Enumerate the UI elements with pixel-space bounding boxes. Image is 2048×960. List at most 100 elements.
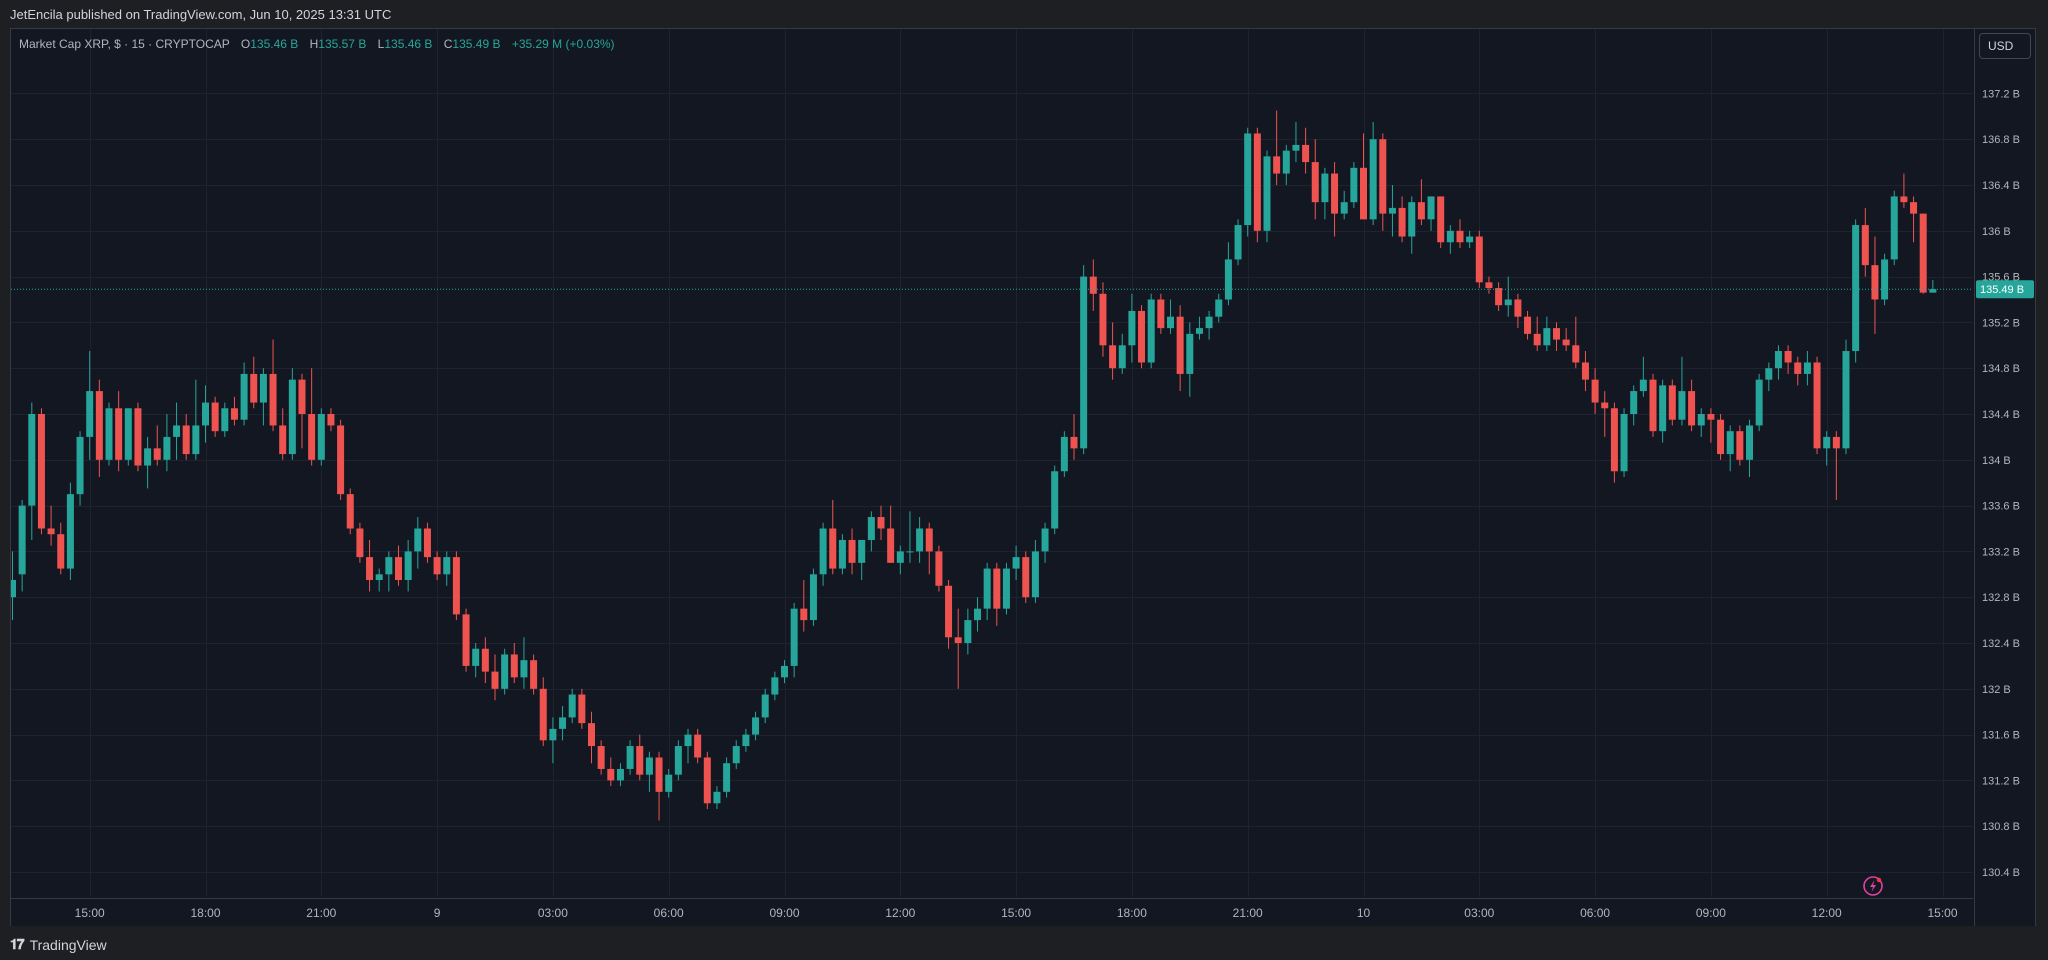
candle-body-down	[539, 688, 547, 741]
candle-body-up	[76, 436, 84, 495]
candle-body-down	[1302, 144, 1310, 163]
time-tick-label: 21:00	[306, 906, 336, 920]
price-tick-label: 131.6 B	[1982, 730, 2020, 742]
candle-body-down	[636, 746, 644, 775]
candle-body-down	[1649, 379, 1657, 432]
candle-body-down	[1871, 265, 1879, 300]
candle-body-down	[1794, 362, 1802, 374]
candle-body-up	[1543, 328, 1551, 346]
candle-body-down	[211, 402, 219, 432]
candle-body-down	[954, 637, 962, 643]
chart-frame[interactable]: Market Cap XRP, $ · 15 · CRYPTOCAP O135.…	[9, 28, 2036, 927]
candle-body-down	[1707, 414, 1715, 420]
candle-body-down	[1022, 557, 1030, 598]
candle-body-down	[829, 528, 837, 569]
time-tick-label: 21:00	[1233, 906, 1263, 920]
time-axis-labels: 15:00 18:00 21:00 9 03:00 06:00 09:00 12:00 15:0…	[75, 906, 1958, 920]
price-tick-label: 131.2 B	[1982, 775, 2020, 787]
candle-body-up	[1340, 202, 1348, 214]
candle-body-up	[1147, 299, 1155, 363]
candle-body-up	[1186, 333, 1194, 374]
candle-body-down	[1601, 402, 1609, 409]
price-axis[interactable]: 130.4 B 130.8 B 131.2 B 131.6 B 132 B 132.4 B…	[1974, 29, 2036, 926]
candle-body-down	[1311, 162, 1319, 203]
time-tick-label: 15:00	[1001, 906, 1031, 920]
open-label: O	[240, 37, 251, 51]
symbol-name: Market Cap XRP, $ · 15 · CRYPTOCAP	[19, 37, 230, 51]
candle-body-up	[105, 408, 113, 460]
candle-body-up	[1755, 379, 1763, 426]
candle-body-down	[703, 757, 711, 804]
candle-body-up	[144, 448, 152, 466]
candle-body-up	[742, 734, 750, 747]
candle-body-up	[18, 505, 26, 575]
candle-body-up	[723, 763, 731, 792]
candle-body-up	[1765, 368, 1773, 380]
candle-body-up	[501, 654, 509, 689]
candle-body-down	[1456, 230, 1464, 243]
candle-body-down	[1417, 202, 1425, 220]
candle-body-down	[1099, 293, 1107, 346]
candle-body-up	[819, 528, 827, 575]
candle-body-down	[578, 694, 586, 724]
currency-button[interactable]: USD	[1979, 33, 2031, 59]
candlestick-plot[interactable]	[9, 29, 1973, 897]
time-tick-label: 15:00	[1927, 906, 1957, 920]
change-value: +35.29 M (+0.03%)	[511, 37, 615, 51]
candle-body-up	[1041, 528, 1049, 552]
candle-body-down	[800, 608, 808, 621]
candle-body-down	[1514, 299, 1522, 317]
candle-body-up	[1639, 379, 1647, 392]
candle-body-down	[993, 568, 1001, 609]
candle-body-down	[250, 373, 258, 403]
candle-body-up	[1842, 351, 1850, 449]
candle-body-down	[134, 408, 142, 466]
publish-bar: JetEncila published on TradingView.com, …	[0, 0, 2048, 28]
candle-body-up	[1890, 196, 1898, 260]
symbol-legend: Market Cap XRP, $ · 15 · CRYPTOCAP O135.…	[19, 37, 615, 51]
candle-body-up	[1726, 431, 1734, 455]
candle-body-up	[858, 539, 866, 563]
candle-body-up	[964, 620, 972, 643]
publisher-line: JetEncila published on TradingView.com, …	[10, 7, 392, 22]
time-tick-label: 15:00	[75, 906, 105, 920]
price-tick-label: 136.8 B	[1982, 134, 2020, 146]
open-value: 135.46 B	[250, 37, 299, 51]
candle-body-up	[1852, 225, 1860, 352]
candle-body-up	[66, 494, 74, 569]
candle-body-down	[182, 425, 190, 455]
candle-body-down	[279, 425, 287, 455]
time-tick-label: 9	[434, 906, 441, 920]
candle-body-up	[1012, 557, 1020, 569]
candle-body-up	[414, 528, 422, 552]
candle-body-down	[327, 414, 335, 426]
candle-body-down	[462, 614, 470, 666]
candle-body-up	[9, 580, 16, 598]
candle-body-up	[713, 791, 721, 804]
tradingview-logo[interactable]: 𝟏𝟕 TradingView	[10, 936, 107, 953]
price-tick-label: 133.2 B	[1982, 546, 2020, 558]
candle-body-up	[1823, 436, 1831, 449]
candle-body-up	[1128, 310, 1136, 346]
candle-body-down	[95, 391, 103, 460]
candle-body-down	[945, 585, 953, 638]
high-value: 135.57 B	[318, 37, 367, 51]
candle-body-down	[530, 660, 538, 689]
candle-body-down	[57, 534, 65, 569]
candle-body-up	[559, 717, 567, 729]
price-tick-label: 132 B	[1982, 684, 2011, 696]
candle-body-up	[288, 379, 296, 455]
plot-area[interactable]: Market Cap XRP, $ · 15 · CRYPTOCAP O135.…	[9, 29, 1973, 897]
time-axis[interactable]: 15:00 18:00 21:00 9 03:00 06:00 09:00 12:00 15:0…	[11, 898, 1973, 927]
tradingview-brand: TradingView	[29, 936, 107, 953]
candle-body-down	[925, 528, 933, 552]
candle-body-up	[1195, 328, 1203, 334]
candle-body-down	[1832, 436, 1840, 449]
candle-body-up	[173, 425, 181, 437]
candle-body-up	[520, 660, 528, 678]
candle-body-down	[1253, 133, 1261, 231]
candle-body-up	[616, 768, 624, 781]
candle-body-up	[317, 414, 325, 460]
candle-body-down	[1176, 316, 1184, 374]
candle-body-up	[1167, 316, 1174, 329]
